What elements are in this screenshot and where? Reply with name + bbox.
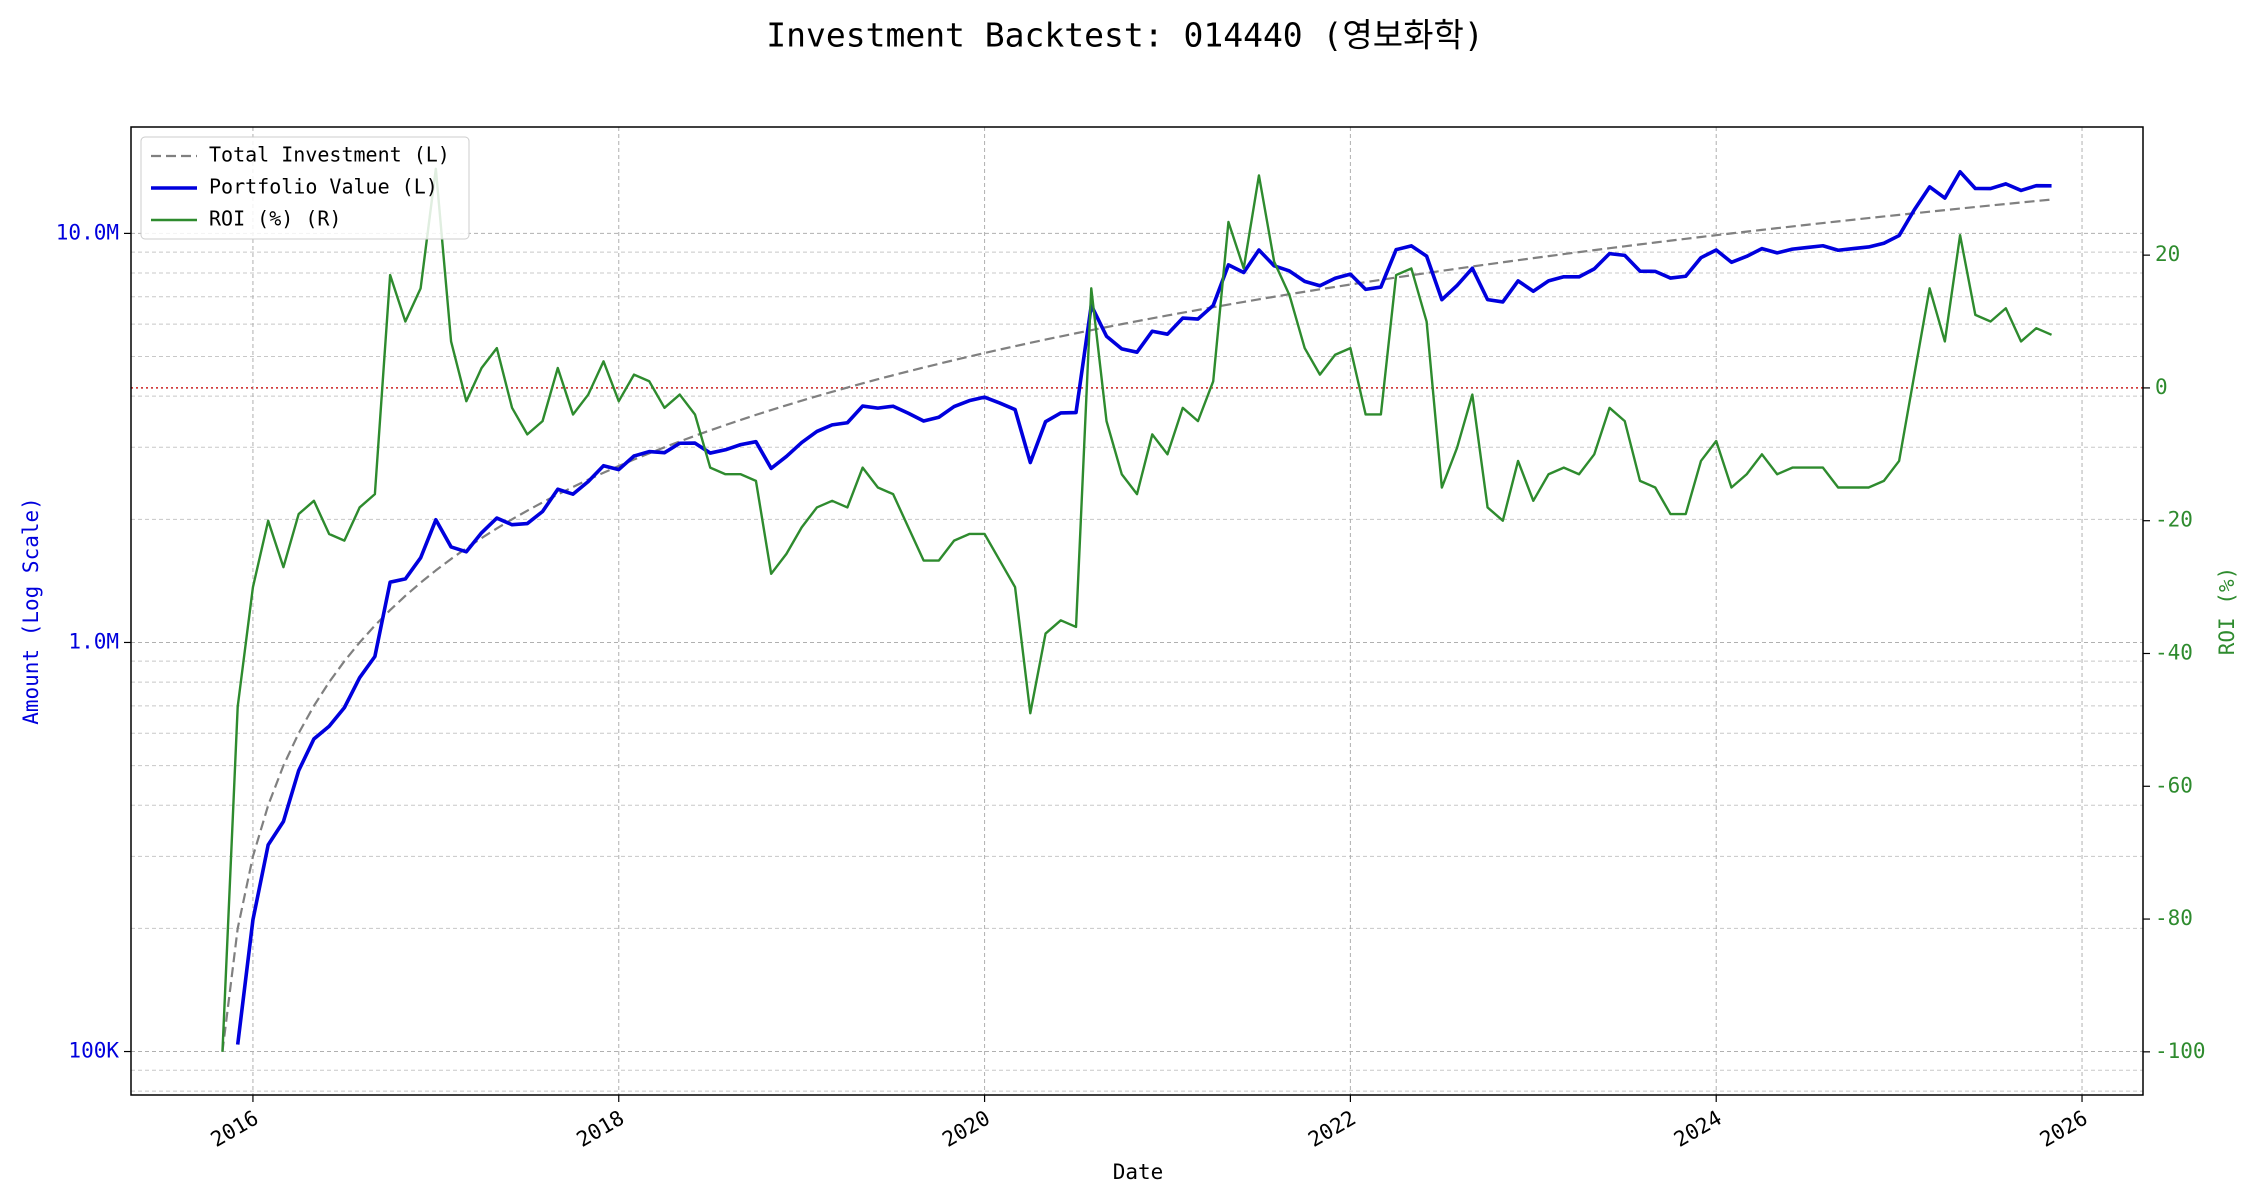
y2-tick-label: -40 bbox=[2155, 640, 2193, 664]
y2-tick-label: -100 bbox=[2155, 1039, 2206, 1063]
x-axis-label: Date bbox=[1113, 1160, 1164, 1184]
y2-tick-label: -60 bbox=[2155, 773, 2193, 797]
y-axis-label: Amount (Log Scale) bbox=[19, 497, 43, 725]
series-line bbox=[235, 169, 2052, 1045]
y-tick-label: 10.0M bbox=[56, 220, 119, 244]
series-line bbox=[221, 198, 2052, 1052]
y2-tick-label: 20 bbox=[2155, 242, 2180, 266]
y-tick-label: 1.0M bbox=[68, 629, 119, 653]
y2-tick-label: 0 bbox=[2155, 375, 2168, 399]
plot-frame bbox=[130, 126, 2144, 1096]
y-tick-label: 100K bbox=[68, 1039, 119, 1063]
chart-title: Investment Backtest: 014440 (영보화학) bbox=[766, 16, 1483, 55]
series-line bbox=[221, 167, 2053, 1052]
legend-label: ROI (%) (R) bbox=[209, 207, 341, 231]
legend-box bbox=[140, 136, 470, 240]
y2-axis-label: ROI (%) bbox=[2215, 567, 2239, 656]
legend-label: Total Investment (L) bbox=[209, 143, 450, 167]
y2-tick-label: -80 bbox=[2155, 906, 2193, 930]
legend-label: Portfolio Value (L) bbox=[209, 175, 438, 199]
y2-tick-label: -20 bbox=[2155, 508, 2193, 532]
